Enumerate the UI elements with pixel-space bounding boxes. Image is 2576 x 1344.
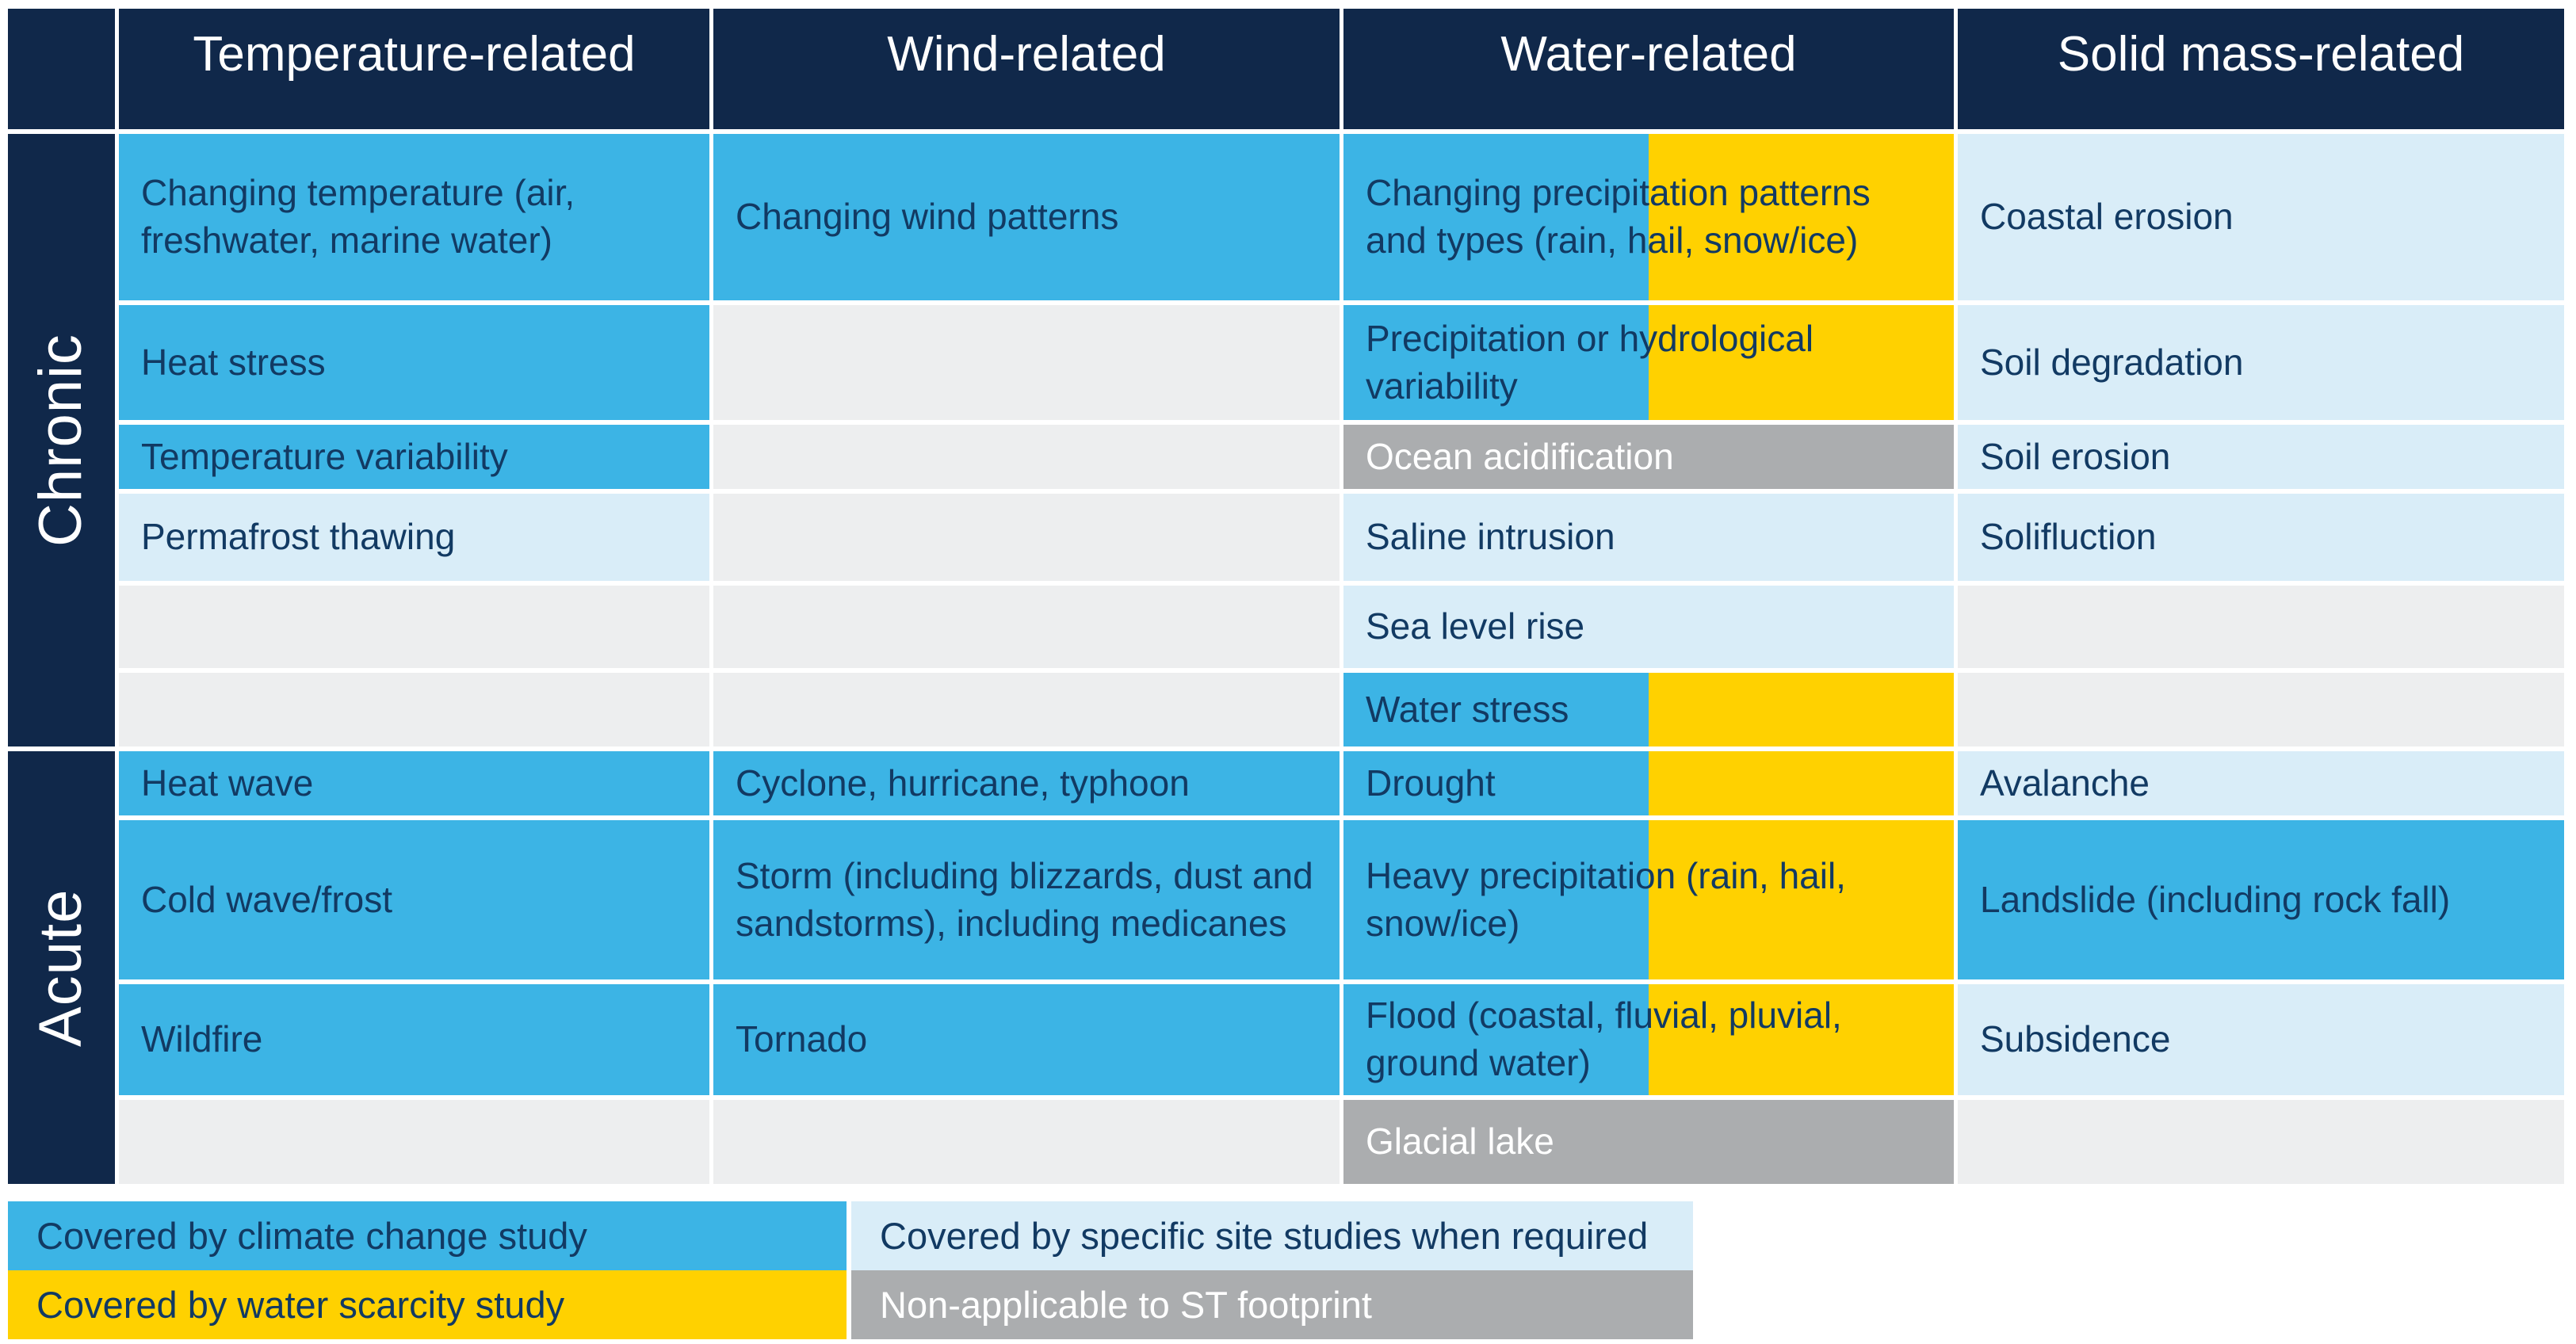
cell-changing-wind-patterns: Changing wind patterns bbox=[713, 134, 1340, 300]
cell-glacial-lake: Glacial lake bbox=[1343, 1100, 1954, 1184]
cell-text: Coastal erosion bbox=[1980, 196, 2234, 238]
cell-empty bbox=[713, 673, 1340, 746]
cell-text: Heat stress bbox=[141, 341, 326, 383]
column-header-label: Solid mass-related bbox=[2057, 27, 2465, 82]
cell-empty bbox=[1958, 673, 2564, 746]
cell-text: Ocean acidification bbox=[1366, 435, 1674, 477]
legend-item-specific-site-studies: Covered by specific site studies when re… bbox=[851, 1201, 1693, 1270]
legend: Covered by climate change study Covered … bbox=[8, 1201, 1693, 1339]
cell-text: Precipitation or hydrological variabilit… bbox=[1366, 317, 1814, 407]
cell-text: Tornado bbox=[736, 1018, 868, 1060]
cell-text: Changing temperature (air, freshwater, m… bbox=[141, 172, 575, 261]
cell-text: Changing precipitation patterns and type… bbox=[1366, 172, 1871, 261]
legend-label: Covered by climate change study bbox=[36, 1214, 587, 1257]
column-header-label: Temperature-related bbox=[193, 27, 636, 82]
cell-text: Avalanche bbox=[1980, 762, 2150, 804]
cell-solifluction: Solifluction bbox=[1958, 494, 2564, 581]
cell-empty bbox=[1958, 586, 2564, 668]
cell-text: Storm (including blizzards, dust and san… bbox=[736, 854, 1313, 944]
cell-wildfire: Wildfire bbox=[119, 984, 709, 1095]
cell-heat-stress: Heat stress bbox=[119, 305, 709, 420]
cell-text: Saline intrusion bbox=[1366, 516, 1615, 558]
cell-coastal-erosion: Coastal erosion bbox=[1958, 134, 2564, 300]
cell-text: Heavy precipitation (rain, hail, snow/ic… bbox=[1366, 854, 1846, 944]
cell-saline-intrusion: Saline intrusion bbox=[1343, 494, 1954, 581]
cell-text: Cold wave/frost bbox=[141, 878, 393, 920]
cell-water-stress: Water stress bbox=[1343, 673, 1954, 746]
column-header-label: Water-related bbox=[1500, 27, 1797, 82]
cell-empty bbox=[713, 1100, 1340, 1184]
column-header-label: Wind-related bbox=[887, 27, 1166, 82]
cell-drought: Drought bbox=[1343, 751, 1954, 815]
cell-empty bbox=[713, 425, 1340, 489]
cell-permafrost-thawing: Permafrost thawing bbox=[119, 494, 709, 581]
cell-empty bbox=[713, 586, 1340, 668]
cell-text: Soil degradation bbox=[1980, 341, 2244, 383]
cell-text: Glacial lake bbox=[1366, 1121, 1554, 1163]
cell-empty bbox=[119, 1100, 709, 1184]
cell-cyclone-hurricane-typhoon: Cyclone, hurricane, typhoon bbox=[713, 751, 1340, 815]
cell-changing-temperature: Changing temperature (air, freshwater, m… bbox=[119, 134, 709, 300]
cell-text: Flood (coastal, fluvial, pluvial, ground… bbox=[1366, 995, 1842, 1083]
corner-cell bbox=[8, 9, 115, 129]
legend-label: Covered by water scarcity study bbox=[36, 1283, 565, 1326]
hazard-table: Temperature-related Wind-related Water-r… bbox=[8, 9, 2564, 1184]
cell-empty bbox=[1958, 1100, 2564, 1184]
column-header-temperature: Temperature-related bbox=[119, 9, 709, 129]
cell-empty bbox=[119, 673, 709, 746]
cell-precipitation-hydrological-variability: Precipitation or hydrological variabilit… bbox=[1343, 305, 1954, 420]
legend-label: Non-applicable to ST footprint bbox=[880, 1283, 1372, 1326]
column-header-water: Water-related bbox=[1343, 9, 1954, 129]
cell-text: Soil erosion bbox=[1980, 435, 2171, 477]
cell-text: Heat wave bbox=[141, 762, 314, 804]
cell-avalanche: Avalanche bbox=[1958, 751, 2564, 815]
legend-item-climate-change-study: Covered by climate change study bbox=[8, 1201, 847, 1270]
legend-label: Covered by specific site studies when re… bbox=[880, 1214, 1649, 1257]
cell-cold-wave-frost: Cold wave/frost bbox=[119, 820, 709, 979]
cell-flood: Flood (coastal, fluvial, pluvial, ground… bbox=[1343, 984, 1954, 1095]
cell-text: Changing wind patterns bbox=[736, 196, 1119, 238]
cell-soil-erosion: Soil erosion bbox=[1958, 425, 2564, 489]
cell-tornado: Tornado bbox=[713, 984, 1340, 1095]
legend-item-non-applicable: Non-applicable to ST footprint bbox=[851, 1270, 1693, 1339]
cell-heavy-precipitation: Heavy precipitation (rain, hail, snow/ic… bbox=[1343, 820, 1954, 979]
cell-text: Solifluction bbox=[1980, 516, 2157, 558]
cell-text: Sea level rise bbox=[1366, 605, 1585, 647]
cell-empty bbox=[119, 586, 709, 668]
cell-text: Cyclone, hurricane, typhoon bbox=[736, 762, 1190, 804]
cell-temperature-variability: Temperature variability bbox=[119, 425, 709, 489]
legend-item-water-scarcity-study: Covered by water scarcity study bbox=[8, 1270, 847, 1339]
row-group-label-acute: Acute bbox=[8, 751, 115, 1184]
cell-empty bbox=[713, 305, 1340, 420]
column-header-solid-mass: Solid mass-related bbox=[1958, 9, 2564, 129]
cell-sea-level-rise: Sea level rise bbox=[1343, 586, 1954, 668]
cell-text: Landslide (including rock fall) bbox=[1980, 878, 2451, 920]
cell-text: Permafrost thawing bbox=[141, 516, 456, 558]
row-group-label-chronic: Chronic bbox=[8, 134, 115, 746]
cell-heat-wave: Heat wave bbox=[119, 751, 709, 815]
cell-ocean-acidification: Ocean acidification bbox=[1343, 425, 1954, 489]
column-header-wind: Wind-related bbox=[713, 9, 1340, 129]
cell-empty bbox=[713, 494, 1340, 581]
cell-landslide: Landslide (including rock fall) bbox=[1958, 820, 2564, 979]
cell-soil-degradation: Soil degradation bbox=[1958, 305, 2564, 420]
cell-text: Wildfire bbox=[141, 1018, 263, 1060]
cell-text: Temperature variability bbox=[141, 435, 508, 477]
cell-changing-precipitation-patterns: Changing precipitation patterns and type… bbox=[1343, 134, 1954, 300]
cell-text: Drought bbox=[1366, 762, 1496, 804]
cell-text: Subsidence bbox=[1980, 1018, 2171, 1060]
cell-subsidence: Subsidence bbox=[1958, 984, 2564, 1095]
cell-text: Water stress bbox=[1366, 688, 1569, 730]
cell-storm: Storm (including blizzards, dust and san… bbox=[713, 820, 1340, 979]
